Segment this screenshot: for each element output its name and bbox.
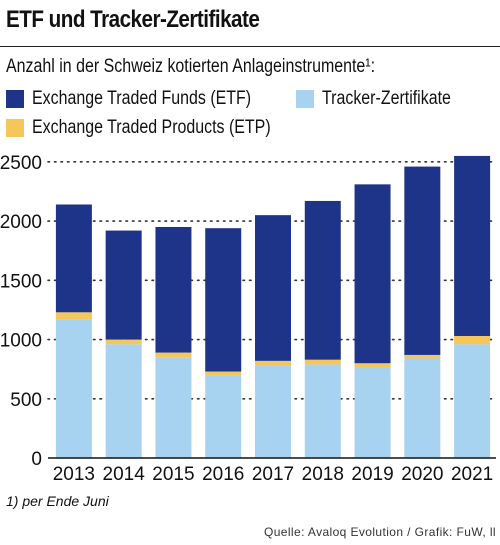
y-tick-label: 1000 (0, 331, 42, 352)
bar-segment (55, 319, 92, 458)
bar-segment (205, 228, 242, 372)
x-tick-label: 2016 (202, 464, 244, 485)
legend-label-etf: Exchange Traded Funds (ETF) (32, 88, 252, 109)
bar-segment (155, 357, 192, 458)
y-tick-label: 2500 (0, 153, 42, 174)
legend-swatch-etp (6, 119, 24, 137)
x-tick-label: 2013 (53, 464, 95, 485)
legend-item-etp: Exchange Traded Products (ETP) (6, 117, 316, 139)
bar-segment (105, 230, 142, 340)
x-tick-label: 2020 (401, 464, 443, 485)
bar-segment (454, 155, 491, 336)
legend-item-tracker: Tracker-Zertifikate (296, 88, 475, 110)
y-tick-label: 500 (10, 390, 42, 411)
bar-segment (454, 335, 491, 345)
x-tick-label: 2015 (152, 464, 194, 485)
bar-segment (255, 215, 291, 361)
bar-segment (304, 364, 341, 458)
title-divider (0, 46, 500, 47)
bar-segment (55, 204, 92, 313)
x-tick-label: 2018 (302, 464, 344, 485)
y-tick-label: 1500 (0, 271, 42, 292)
legend-label-etp: Exchange Traded Products (ETP) (32, 117, 271, 138)
source-credit: Quelle: Avaloq Evolution / Grafik: FuW, … (263, 525, 496, 539)
y-tick-label: 0 (31, 449, 42, 470)
bar-segment (155, 227, 192, 353)
bar-segment (304, 200, 341, 360)
bar-segment (354, 363, 391, 368)
bar-segment (255, 365, 291, 458)
bar-segment (304, 359, 341, 365)
y-tick-label: 2000 (0, 212, 42, 233)
footnote: 1) per Ende Juni (6, 493, 109, 509)
chart-subtitle: Anzahl in der Schweiz kotierten Anlagein… (6, 56, 376, 77)
x-tick-label: 2014 (103, 464, 146, 485)
bar-segment (205, 371, 242, 376)
bar-segment (155, 352, 192, 358)
chart-title: ETF und Tracker-Zertifikate (6, 6, 260, 33)
legend-item-etf: Exchange Traded Funds (ETF) (6, 88, 293, 110)
bar-segment (454, 344, 491, 458)
bar-segment (404, 358, 441, 458)
bar-segment (404, 354, 441, 359)
bar-segment (354, 367, 391, 458)
bar-segment (55, 312, 92, 320)
bar-segment (105, 344, 142, 458)
bar-segment (105, 339, 142, 345)
legend-swatch-etf (6, 90, 24, 108)
legend-label-tracker: Tracker-Zertifikate (322, 88, 451, 109)
x-tick-label: 2021 (451, 464, 493, 485)
x-tick-label: 2017 (252, 464, 294, 485)
bar-segment (404, 166, 441, 355)
legend-swatch-tracker (296, 90, 314, 108)
bar-segment (205, 375, 242, 458)
bar-segment (354, 184, 391, 364)
bar-segment (255, 360, 291, 366)
x-tick-label: 2019 (351, 464, 393, 485)
